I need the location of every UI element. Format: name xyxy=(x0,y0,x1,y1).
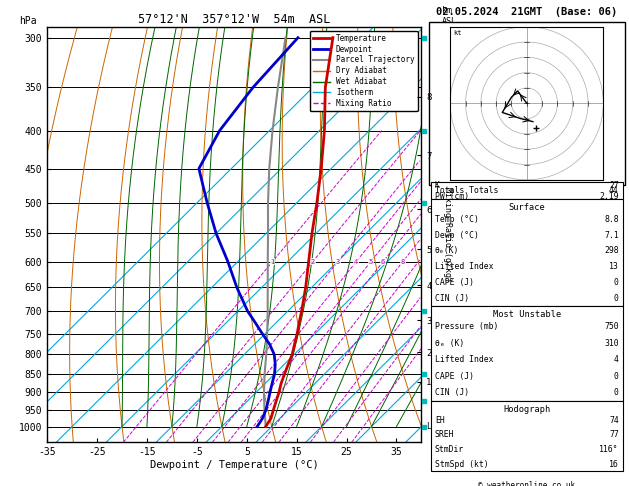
Text: SREH: SREH xyxy=(435,431,454,439)
Text: 8.8: 8.8 xyxy=(604,215,619,224)
Text: 4: 4 xyxy=(614,355,619,364)
Bar xyxy=(431,401,623,471)
Text: 0: 0 xyxy=(614,388,619,397)
Text: CAPE (J): CAPE (J) xyxy=(435,278,474,287)
Text: 0: 0 xyxy=(614,294,619,303)
Text: 8: 8 xyxy=(401,259,405,264)
Text: 16: 16 xyxy=(609,460,619,469)
Text: CAPE (J): CAPE (J) xyxy=(435,372,474,381)
Text: 750: 750 xyxy=(604,322,619,331)
Title: 57°12'N  357°12'W  54m  ASL: 57°12'N 357°12'W 54m ASL xyxy=(138,13,330,26)
Text: PW (cm): PW (cm) xyxy=(435,192,469,201)
Text: 02.05.2024  21GMT  (Base: 06): 02.05.2024 21GMT (Base: 06) xyxy=(436,7,618,17)
Text: CIN (J): CIN (J) xyxy=(435,294,469,303)
Legend: Temperature, Dewpoint, Parcel Trajectory, Dry Adiabat, Wet Adiabat, Isotherm, Mi: Temperature, Dewpoint, Parcel Trajectory… xyxy=(310,31,418,111)
Text: EH: EH xyxy=(435,416,445,425)
Text: StmSpd (kt): StmSpd (kt) xyxy=(435,460,489,469)
Text: StmDir: StmDir xyxy=(435,445,464,454)
Text: 13: 13 xyxy=(609,262,619,271)
Text: 0: 0 xyxy=(614,372,619,381)
Text: 27: 27 xyxy=(609,181,619,190)
Text: Lifted Index: Lifted Index xyxy=(435,262,493,271)
Text: hPa: hPa xyxy=(19,16,36,26)
Text: 310: 310 xyxy=(604,339,619,347)
X-axis label: Dewpoint / Temperature (°C): Dewpoint / Temperature (°C) xyxy=(150,460,319,470)
Text: 1: 1 xyxy=(270,259,275,264)
Text: 44: 44 xyxy=(609,186,619,195)
Text: Hodograph: Hodograph xyxy=(503,405,550,414)
Text: 2.19: 2.19 xyxy=(599,192,619,201)
Text: Pressure (mb): Pressure (mb) xyxy=(435,322,498,331)
Text: 6: 6 xyxy=(381,259,385,264)
Text: θₑ (K): θₑ (K) xyxy=(435,339,464,347)
Text: 74: 74 xyxy=(609,416,619,425)
Text: Totals Totals: Totals Totals xyxy=(435,186,498,195)
Text: K: K xyxy=(435,181,440,190)
Bar xyxy=(431,199,623,306)
Text: 116°: 116° xyxy=(599,445,619,454)
Text: km
ASL: km ASL xyxy=(442,6,457,26)
Text: LCL: LCL xyxy=(422,422,442,431)
Bar xyxy=(431,182,623,199)
Text: CIN (J): CIN (J) xyxy=(435,388,469,397)
Text: 4: 4 xyxy=(354,259,359,264)
Text: 7.1: 7.1 xyxy=(604,230,619,240)
Text: Temp (°C): Temp (°C) xyxy=(435,215,479,224)
Bar xyxy=(431,306,623,401)
Text: 77: 77 xyxy=(609,431,619,439)
Text: Dewp (°C): Dewp (°C) xyxy=(435,230,479,240)
Text: 5: 5 xyxy=(369,259,373,264)
Text: 2: 2 xyxy=(311,259,315,264)
Text: Lifted Index: Lifted Index xyxy=(435,355,493,364)
Text: θₑ(K): θₑ(K) xyxy=(435,246,459,256)
Bar xyxy=(429,22,625,185)
Text: 298: 298 xyxy=(604,246,619,256)
Text: 0: 0 xyxy=(614,278,619,287)
Text: 3: 3 xyxy=(336,259,340,264)
Text: Surface: Surface xyxy=(508,203,545,212)
Text: © weatheronline.co.uk: © weatheronline.co.uk xyxy=(478,481,576,486)
Text: Most Unstable: Most Unstable xyxy=(493,310,561,319)
Y-axis label: Mixing Ratio (g/kg): Mixing Ratio (g/kg) xyxy=(443,187,452,282)
Text: kt: kt xyxy=(454,30,462,36)
